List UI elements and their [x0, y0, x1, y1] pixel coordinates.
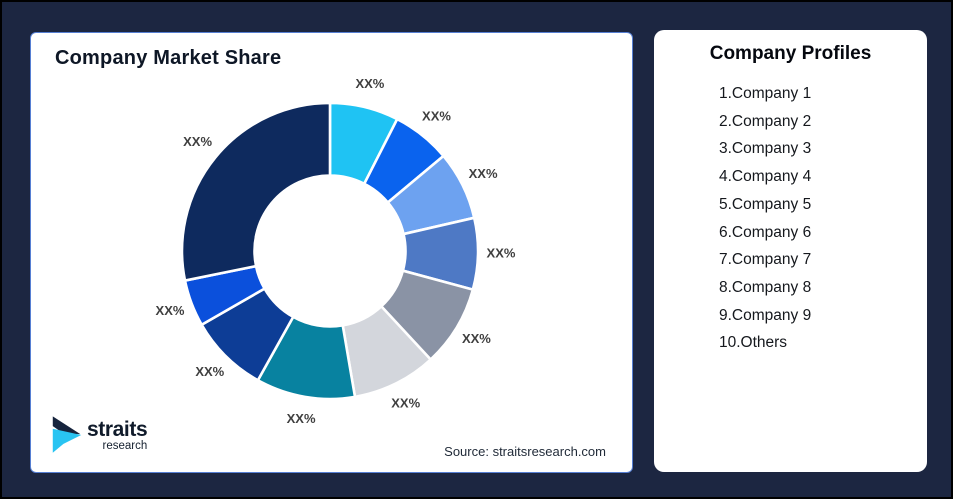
logo-brand-text: straits — [87, 417, 148, 441]
company-list-item: 3.Company 3 — [719, 140, 812, 158]
chart-title: Company Market Share — [55, 47, 282, 69]
straits-logo-icon — [52, 416, 82, 453]
logo-subbrand-text: research — [102, 439, 148, 452]
company-list-item: 10.Others — [719, 334, 788, 352]
profiles-title: Company Profiles — [709, 43, 872, 64]
market-share-donut-chart: XX% XX% XX% XX% XX% XX% XX% XX% XX% XX% — [156, 76, 516, 426]
company-list-item: 1.Company 1 — [719, 85, 812, 102]
slice-label: XX% — [422, 109, 451, 124]
slice-label: XX% — [469, 166, 498, 181]
company-list-item: 9.Company 9 — [719, 306, 812, 324]
company-list-item: 6.Company 6 — [719, 223, 812, 241]
company-list-item: 2.Company 2 — [719, 112, 812, 130]
company-profiles-card: Company Profiles 1.Company 1 2.Company 2 3… — [654, 30, 927, 472]
slice-label: XX% — [391, 396, 420, 411]
slice-label: XX% — [487, 246, 516, 261]
straits-research-logo: straits research — [51, 412, 148, 458]
logo-text: straits research — [87, 417, 148, 452]
company-list: 1.Company 1 2.Company 2 3.Company 3 4.Compa… — [719, 80, 927, 357]
slice-label: XX% — [287, 411, 316, 426]
market-share-card: Company Market Share XX% XX% XX% XX% XX% XX% X… — [30, 32, 633, 473]
donut-slice-others — [180, 101, 332, 282]
company-list-item: 4.Company 4 — [719, 168, 812, 186]
company-list-item: 5.Company 5 — [719, 195, 812, 213]
company-list-item: 8.Company 8 — [719, 278, 812, 296]
slice-label: XX% — [156, 303, 185, 318]
company-list-item: 7.Company 7 — [719, 251, 812, 269]
slice-label: XX% — [183, 134, 212, 149]
slice-label: XX% — [195, 364, 224, 379]
slice-label: XX% — [462, 331, 491, 346]
slice-label: XX% — [355, 76, 384, 91]
source-note: Source: straitsresearch.com — [444, 444, 606, 459]
